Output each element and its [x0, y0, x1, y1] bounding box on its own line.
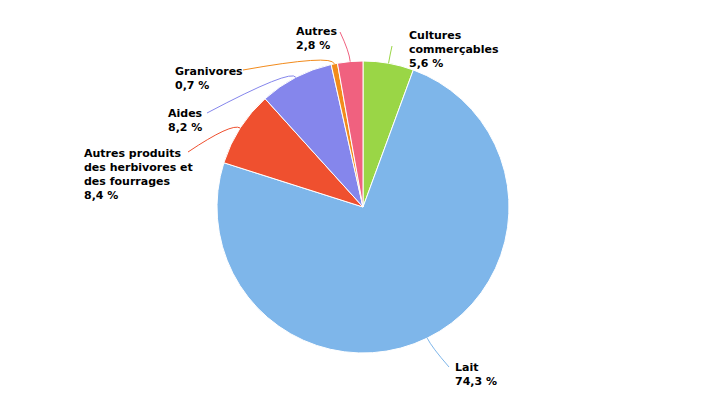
pie-chart: Culturescommerçables5,6 % Lait74,3 % Autre…: [0, 0, 725, 400]
value-label: 0,7 %: [175, 79, 209, 92]
slice-label: Granivores: [175, 65, 243, 78]
slice-label: Lait: [455, 361, 478, 374]
leader-line: [243, 60, 334, 70]
slice-label: Aides: [168, 107, 203, 120]
value-label: 5,6 %: [409, 57, 443, 70]
slice-label: Culturescommerçables: [409, 29, 499, 56]
slice-label: Autres: [296, 25, 337, 38]
leader-lines: [188, 32, 449, 367]
labels: Culturescommerçables5,6 % Lait74,3 % Autre…: [84, 25, 499, 388]
slices: [217, 61, 509, 353]
leader-line: [427, 338, 449, 367]
pie-slice: [337, 61, 363, 207]
slice-label: Autres produitsdes herbivores etdes four…: [84, 147, 193, 188]
leader-line: [389, 46, 392, 63]
value-label: 74,3 %: [455, 375, 497, 388]
value-label: 8,2 %: [168, 121, 202, 134]
chart-container: Culturescommerçables5,6 % Lait74,3 % Autre…: [0, 0, 725, 400]
leader-line: [340, 32, 350, 62]
value-label: 8,4 %: [84, 189, 118, 202]
value-label: 2,8 %: [296, 39, 330, 52]
leader-line: [207, 76, 296, 113]
